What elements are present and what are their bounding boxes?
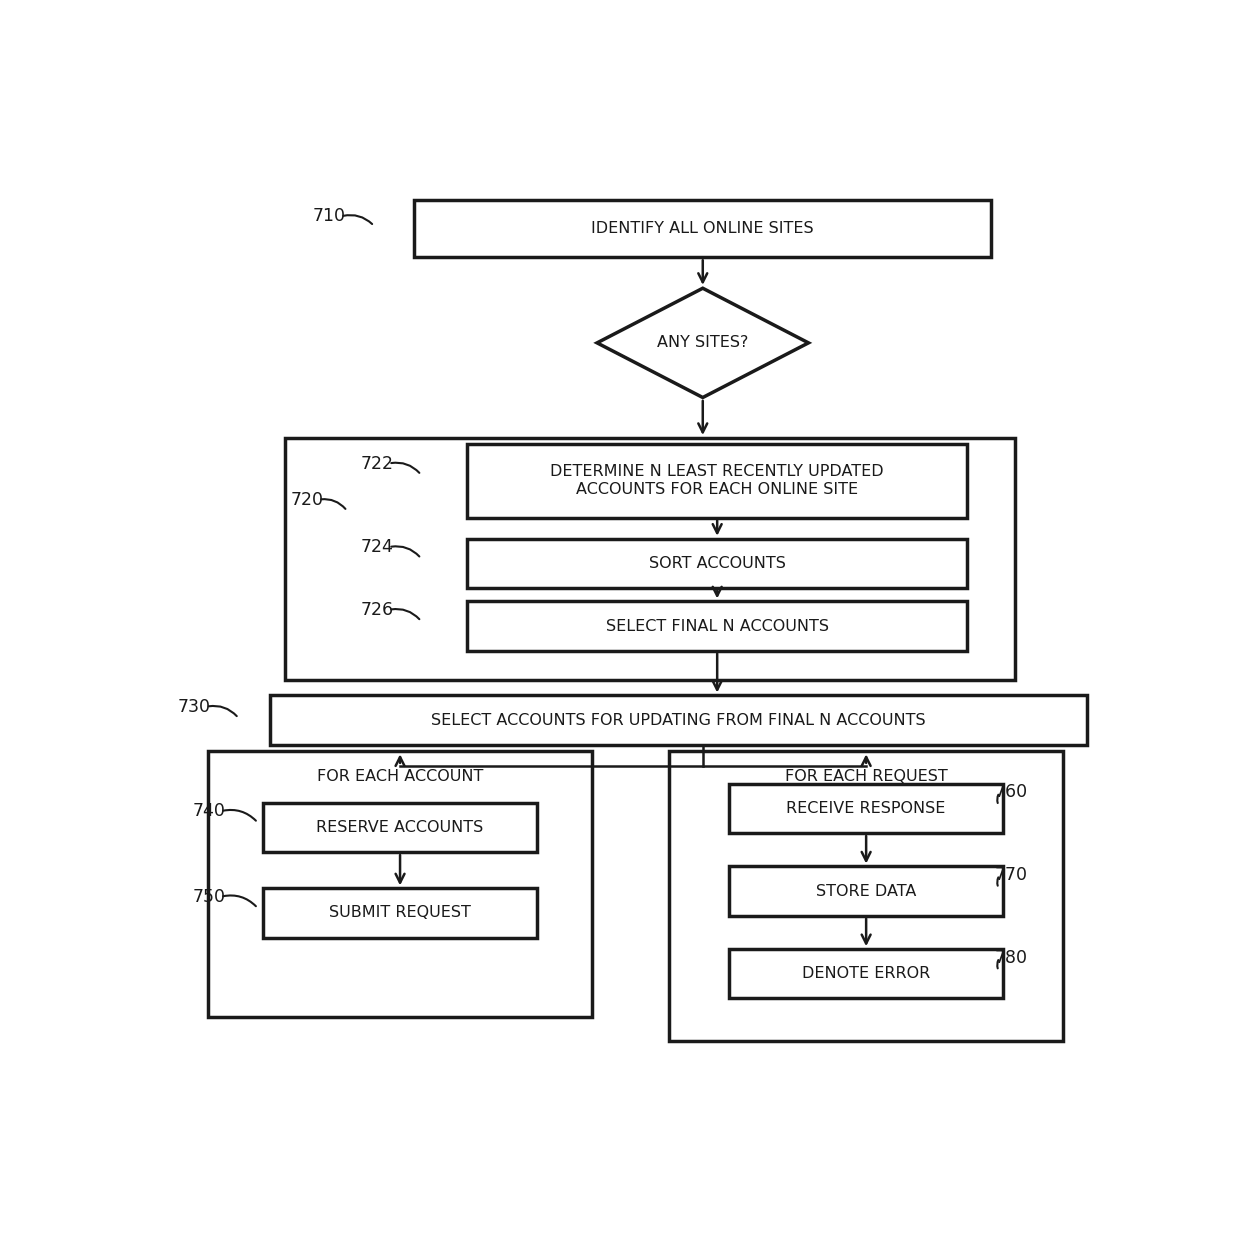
- FancyBboxPatch shape: [729, 784, 1003, 833]
- Text: 760: 760: [994, 784, 1028, 801]
- Text: SELECT ACCOUNTS FOR UPDATING FROM FINAL N ACCOUNTS: SELECT ACCOUNTS FOR UPDATING FROM FINAL …: [432, 712, 926, 728]
- Text: ANY SITES?: ANY SITES?: [657, 336, 749, 350]
- Text: 710: 710: [312, 207, 345, 226]
- Text: DETERMINE N LEAST RECENTLY UPDATED
ACCOUNTS FOR EACH ONLINE SITE: DETERMINE N LEAST RECENTLY UPDATED ACCOU…: [551, 464, 884, 497]
- Text: DENOTE ERROR: DENOTE ERROR: [802, 966, 930, 981]
- Text: 726: 726: [360, 601, 393, 619]
- Text: SELECT FINAL N ACCOUNTS: SELECT FINAL N ACCOUNTS: [605, 618, 828, 633]
- Text: 740: 740: [192, 802, 226, 821]
- FancyBboxPatch shape: [729, 866, 1003, 916]
- FancyBboxPatch shape: [670, 752, 1063, 1041]
- Text: 750: 750: [192, 887, 226, 906]
- Text: 730: 730: [177, 697, 211, 716]
- Text: FOR EACH REQUEST: FOR EACH REQUEST: [785, 769, 947, 784]
- Text: STORE DATA: STORE DATA: [816, 884, 916, 898]
- Text: 770: 770: [994, 866, 1028, 884]
- FancyBboxPatch shape: [467, 601, 967, 650]
- Text: SUBMIT REQUEST: SUBMIT REQUEST: [329, 906, 471, 921]
- FancyBboxPatch shape: [263, 888, 537, 938]
- FancyBboxPatch shape: [208, 752, 593, 1018]
- Text: 724: 724: [361, 538, 393, 557]
- Text: RECEIVE RESPONSE: RECEIVE RESPONSE: [786, 801, 946, 816]
- Text: SORT ACCOUNTS: SORT ACCOUNTS: [649, 555, 786, 571]
- FancyBboxPatch shape: [285, 438, 1016, 680]
- Text: 780: 780: [994, 949, 1028, 966]
- Text: 720: 720: [290, 491, 324, 508]
- FancyBboxPatch shape: [467, 443, 967, 518]
- Text: 722: 722: [361, 454, 393, 473]
- FancyBboxPatch shape: [270, 696, 1087, 745]
- FancyBboxPatch shape: [414, 200, 991, 258]
- Polygon shape: [596, 289, 808, 397]
- FancyBboxPatch shape: [467, 538, 967, 589]
- FancyBboxPatch shape: [263, 803, 537, 853]
- Text: IDENTIFY ALL ONLINE SITES: IDENTIFY ALL ONLINE SITES: [591, 221, 815, 237]
- Text: FOR EACH ACCOUNT: FOR EACH ACCOUNT: [317, 769, 484, 784]
- Text: RESERVE ACCOUNTS: RESERVE ACCOUNTS: [316, 819, 484, 835]
- FancyBboxPatch shape: [729, 949, 1003, 998]
